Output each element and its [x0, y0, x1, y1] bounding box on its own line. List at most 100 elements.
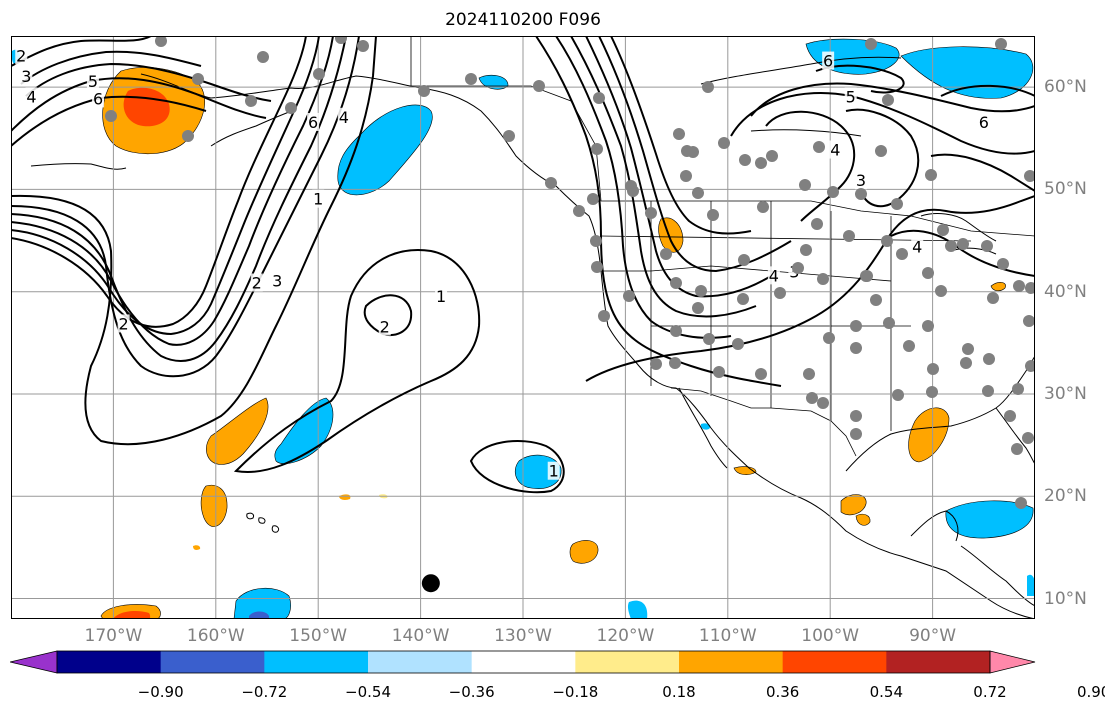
- contour-label-bg: [25, 87, 38, 106]
- contour-center-1: [233, 249, 481, 473]
- colorbar-label: 0.36: [765, 683, 800, 701]
- shade-orange-mexico-s: [840, 494, 867, 516]
- latitude-label: 30°N: [1044, 383, 1087, 404]
- colorbar-label: 0.54: [869, 683, 904, 701]
- longitude-label: 170°W: [84, 626, 143, 646]
- map-panel[interactable]: 2345664132221165643434: [11, 36, 1035, 619]
- longitude-label: 130°W: [494, 626, 552, 646]
- shade-orange-pacific: [206, 397, 269, 465]
- shade-red-bottom: [113, 611, 151, 619]
- shade-orange-south: [569, 540, 599, 564]
- shade-orange-se: [990, 282, 1006, 292]
- contour-label: 4: [769, 266, 779, 285]
- contour-pacific-3: [11, 36, 347, 362]
- shade-cyan-gulf: [337, 104, 433, 196]
- contour-pacific-1: [11, 36, 377, 446]
- contour-label: 2: [119, 314, 129, 333]
- shade-cyan-east: [900, 46, 1034, 99]
- colorbar-segment: [264, 651, 369, 673]
- contour-label-bg: [20, 66, 33, 85]
- contour-label: 4: [339, 108, 349, 127]
- longitude-label: 110°W: [698, 626, 757, 646]
- latitude-label: 60°N: [1044, 77, 1087, 98]
- shade-orange-gulf: [908, 407, 950, 463]
- contour-label-bg: [250, 273, 263, 292]
- contour-label: 6: [93, 89, 103, 108]
- longitude-label: 90°W: [909, 626, 957, 646]
- shade-orange-mexico-s2: [855, 513, 871, 526]
- contour-ne-7: [940, 84, 1035, 97]
- contour-label: 5: [846, 87, 856, 106]
- colorbar-extend-high: [989, 650, 1036, 674]
- contour-label-bg: [977, 112, 990, 131]
- shade-orange-small1: [193, 545, 201, 550]
- contour-label: 3: [272, 271, 282, 290]
- contour-alaska-1: [11, 36, 152, 67]
- contour-label-bg: [822, 51, 835, 70]
- colorbar-label: −0.90: [137, 683, 184, 701]
- contour-label: 5: [88, 72, 98, 91]
- contour-label: 6: [308, 113, 318, 132]
- shade-cyan-bottom2: [627, 600, 648, 619]
- latitude-label: 40°N: [1044, 281, 1087, 302]
- station-dots: [105, 36, 1035, 509]
- contour-center-2: [363, 294, 413, 336]
- contour-alaska-3: [25, 62, 272, 102]
- longitude-label: 140°W: [391, 626, 450, 646]
- contour-ne-1: [750, 82, 1035, 117]
- colorbar-segment: [57, 651, 162, 673]
- shade-blue-bottom: [249, 611, 269, 619]
- shade-cyan-far-right: [1027, 574, 1035, 596]
- contour-label: 4: [912, 238, 922, 257]
- colorbar-label: 0.72: [973, 683, 1007, 701]
- contour-us-loop: [585, 195, 1035, 382]
- colorbar-label: −0.72: [241, 683, 288, 701]
- contour-ne-3: [765, 110, 856, 222]
- contour-us-2: [555, 36, 732, 339]
- shaded-anomaly-regions: [11, 38, 1035, 619]
- colorbar-segment: [679, 651, 784, 673]
- shade-cyan-baja: [700, 423, 711, 430]
- colorbar-segment: [160, 651, 265, 673]
- contour-pacific-4: [11, 36, 334, 346]
- colorbar-segment: [782, 651, 887, 673]
- contour-label-bg: [435, 286, 448, 305]
- contour-label-bg: [547, 461, 560, 480]
- contour-label: 4: [26, 87, 36, 106]
- map-canvas[interactable]: 2345664132221165643434: [11, 36, 1035, 619]
- contour-label-bg: [86, 72, 99, 91]
- contour-label: 2: [16, 46, 26, 65]
- contour-ne-6: [930, 153, 1035, 192]
- contour-ne-5: [845, 108, 920, 208]
- colorbar-label: 0.90: [1076, 683, 1105, 701]
- colorbar-segment: [575, 651, 680, 673]
- contour-label: 3: [21, 67, 31, 86]
- station-marker[interactable]: [421, 574, 440, 593]
- contour-label-bg: [844, 87, 857, 106]
- colorbar-segment: [368, 651, 473, 673]
- colorbar-label: −0.36: [448, 683, 495, 701]
- contour-label-bg: [307, 112, 320, 131]
- contour-label-bg: [312, 189, 325, 208]
- contour-label: 1: [313, 190, 323, 209]
- contour-center-3: [469, 440, 565, 494]
- contour-label-bg: [378, 317, 391, 336]
- longitude-label: 160°W: [186, 626, 245, 646]
- contour-label-bg: [337, 107, 350, 126]
- contour-us-1: [535, 36, 782, 387]
- contour-label-bg: [829, 140, 842, 159]
- shade-orange-small2: [339, 494, 351, 500]
- gridlines: [11, 36, 1035, 619]
- contour-alaska-2: [20, 50, 202, 85]
- contour-ne-2: [730, 92, 1035, 155]
- contour-label-bg: [767, 266, 780, 285]
- contour-us-5: [598, 36, 792, 273]
- longitude-label: 100°W: [801, 626, 860, 646]
- contour-ne-4: [815, 64, 905, 94]
- contour-label-bg: [271, 271, 284, 290]
- contour-label: 3: [856, 171, 866, 190]
- colorbar-outline: [56, 650, 991, 674]
- shade-cyan-caribbean: [945, 500, 1034, 539]
- political-borders: [410, 36, 1035, 457]
- latitude-label: 10°N: [1044, 588, 1087, 609]
